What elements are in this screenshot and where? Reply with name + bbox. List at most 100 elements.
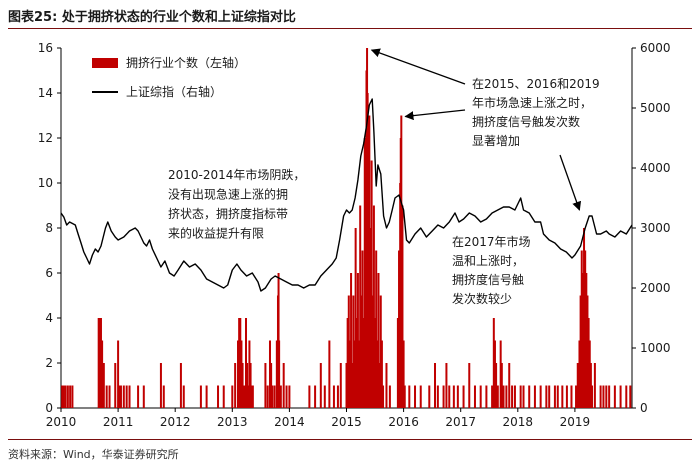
- crowded-bar: [500, 363, 503, 408]
- annotation-text: 没有出现急速上涨的拥: [168, 187, 288, 202]
- crowded-bar: [436, 385, 439, 408]
- crowded-bar: [539, 385, 542, 408]
- crowded-bar: [360, 295, 363, 408]
- crowded-bar: [237, 340, 240, 408]
- legend-label: 上证综指（右轴）: [126, 84, 222, 99]
- crowded-bar: [125, 385, 128, 408]
- crowded-bar: [588, 340, 591, 408]
- crowded-bar: [519, 385, 522, 408]
- crowded-bar: [361, 250, 364, 408]
- crowded-bar: [593, 363, 596, 408]
- crowded-bar: [308, 385, 311, 408]
- crowded-bar: [351, 363, 354, 408]
- crowded-bar: [285, 385, 288, 408]
- crowded-bar: [246, 363, 249, 408]
- crowded-bar: [428, 385, 431, 408]
- crowded-bar: [159, 363, 162, 408]
- crowded-bar: [354, 228, 357, 408]
- crowded-industry-bars: [61, 48, 632, 408]
- x-tick-label: 2013: [217, 415, 248, 429]
- annotation-text: 在2017年市场: [452, 234, 531, 249]
- crowded-bar: [241, 363, 244, 408]
- crowded-bar: [217, 385, 220, 408]
- source-divider: [8, 439, 692, 440]
- crowded-bar: [118, 385, 121, 408]
- crowded-bar: [271, 385, 274, 408]
- crowded-bar: [278, 340, 281, 408]
- crowded-bar: [369, 228, 372, 408]
- crowded-bar: [570, 385, 573, 408]
- crowded-bar: [359, 205, 362, 408]
- crowded-bar: [586, 295, 589, 408]
- crowded-bar: [66, 385, 69, 408]
- x-tick-label: 2016: [388, 415, 419, 429]
- annotation-text: 挤状态，拥挤度指标带: [168, 206, 288, 221]
- crowded-bar: [222, 385, 225, 408]
- crowded-bar: [401, 205, 404, 408]
- crowded-bar: [493, 340, 496, 408]
- crowded-bar: [371, 295, 374, 408]
- crowded-bar: [71, 385, 74, 408]
- crowded-bar: [402, 340, 405, 408]
- crowded-bar: [239, 318, 242, 408]
- crowded-bar: [243, 385, 246, 408]
- annotation-arrow: [404, 109, 466, 121]
- crowded-bar: [352, 295, 355, 408]
- crowded-bar: [629, 385, 632, 408]
- crowded-bar: [448, 385, 451, 408]
- crowded-bar: [251, 385, 254, 408]
- y-right-tick-label: 2000: [640, 281, 671, 295]
- crowded-bar: [114, 363, 117, 408]
- crowded-bar: [473, 385, 476, 408]
- crowded-bar: [350, 273, 353, 408]
- x-tick-label: 2018: [503, 415, 534, 429]
- crowded-bar: [608, 385, 611, 408]
- crowded-bar: [378, 363, 381, 408]
- crowded-bar: [400, 115, 403, 408]
- source-note: 资料来源：Wind，华泰证券研究所: [8, 448, 179, 461]
- crowded-bar: [245, 318, 248, 408]
- y-left-tick-label: 2: [45, 356, 53, 370]
- legend-label: 拥挤行业个数（左轴）: [126, 55, 246, 70]
- crowded-bar: [182, 385, 185, 408]
- crowded-bar: [495, 363, 498, 408]
- crowded-bar: [505, 385, 508, 408]
- crowded-bar: [234, 363, 237, 408]
- crowded-bar: [355, 318, 358, 408]
- crowded-bar: [101, 340, 104, 408]
- crowded-bar: [388, 385, 391, 408]
- crowded-bar: [346, 318, 349, 408]
- x-tick-label: 2014: [274, 415, 305, 429]
- crowded-bar: [585, 273, 588, 408]
- crowded-bar: [578, 340, 581, 408]
- crowded-bar: [533, 385, 536, 408]
- crowded-bar: [414, 385, 417, 408]
- crowded-bar: [108, 385, 111, 408]
- crowded-bar: [591, 385, 594, 408]
- crowded-bar: [556, 385, 559, 408]
- crowded-bar: [356, 273, 359, 408]
- crowded-bar: [602, 385, 605, 408]
- crowded-bar: [584, 250, 587, 408]
- crowded-bar: [513, 385, 516, 408]
- shanghai-index-line: [60, 98, 633, 292]
- crowded-bar: [275, 340, 278, 408]
- crowded-bar: [508, 363, 511, 408]
- y-left-tick-label: 10: [38, 176, 53, 190]
- crowded-bar: [385, 363, 388, 408]
- crowded-bar: [625, 385, 628, 408]
- crowded-bar: [374, 318, 377, 408]
- crowded-bar: [250, 385, 253, 408]
- crowded-bar: [468, 363, 471, 408]
- shanghai-index-line-group: [60, 98, 633, 292]
- crowded-bar: [61, 385, 64, 408]
- crowded-bar: [128, 385, 131, 408]
- crowded-bar: [319, 363, 322, 408]
- crowded-bar: [613, 385, 616, 408]
- crowded-bar: [242, 385, 245, 408]
- x-tick-label: 2015: [331, 415, 362, 429]
- y-left-tick-label: 12: [38, 131, 53, 145]
- annotation-arrow: [370, 48, 466, 85]
